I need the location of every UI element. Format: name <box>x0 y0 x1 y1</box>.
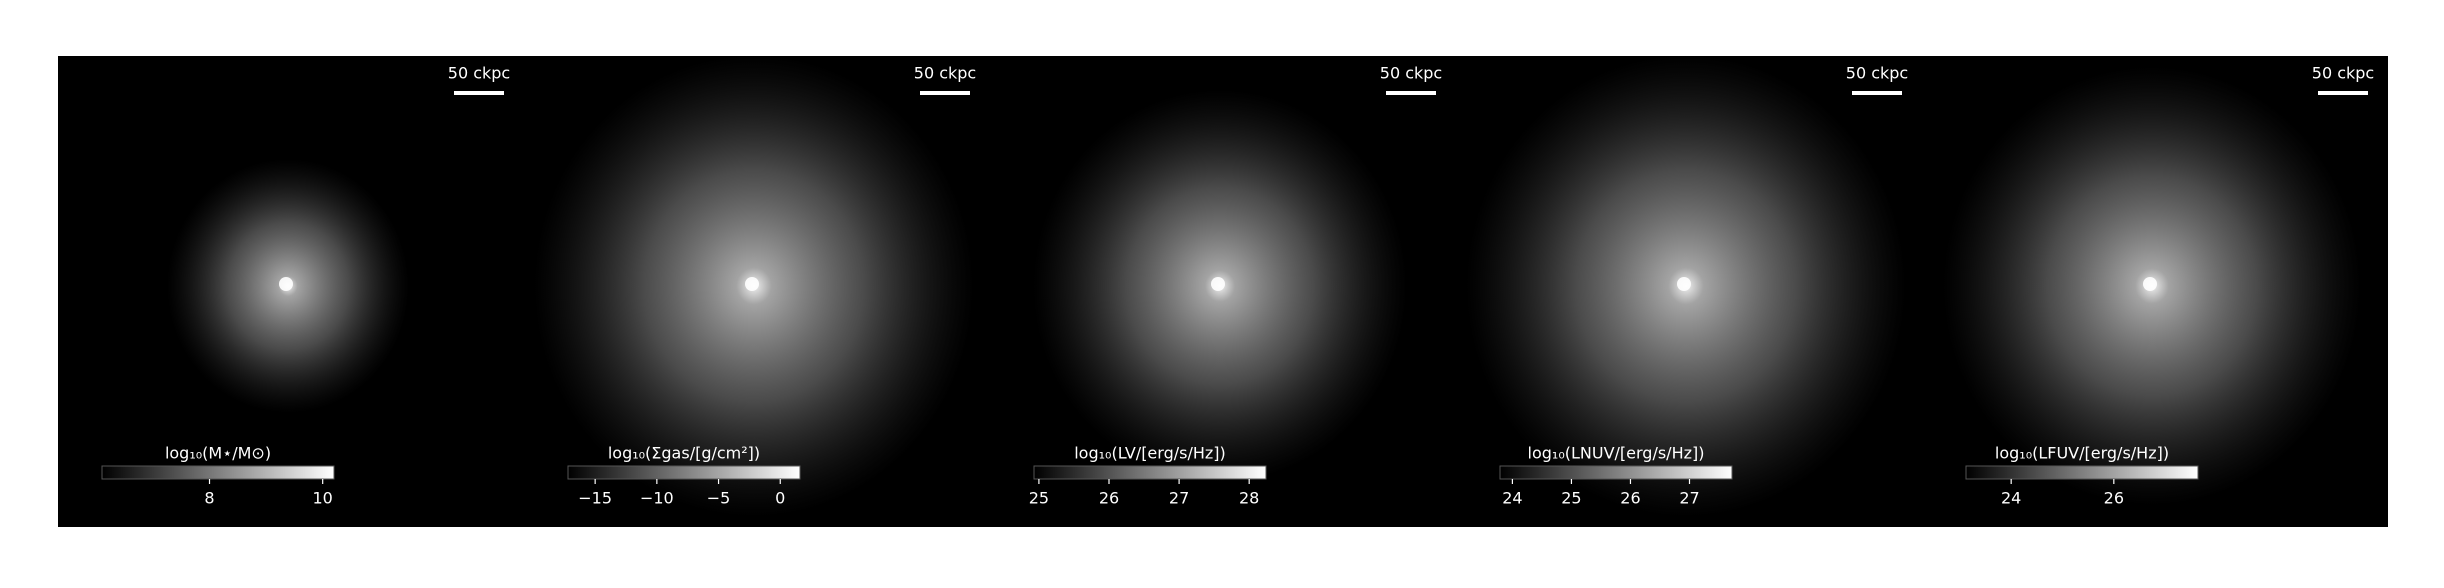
scalebar-label: 50 ckpc <box>914 64 976 83</box>
image-core <box>2143 277 2157 291</box>
image-core <box>279 277 293 291</box>
scalebar-label: 50 ckpc <box>2312 64 2374 83</box>
colorbar-tick-label: 8 <box>204 489 214 508</box>
colorbar-tick-label: 0 <box>775 489 785 508</box>
colorbar-label: log₁₀(M⋆/M⊙) <box>165 444 271 463</box>
panel: 50 ckpc log₁₀(Σgas/[g/cm²]) −15 −10 −5 0 <box>524 55 990 527</box>
colorbar-tick-label: 26 <box>1099 489 1119 508</box>
colorbar-tick-label: −10 <box>640 489 674 508</box>
colorbar-label: log₁₀(Σgas/[g/cm²]) <box>608 444 760 463</box>
colorbar-tick-label: 24 <box>2001 489 2021 508</box>
colorbar <box>567 465 801 480</box>
image-core <box>1677 277 1691 291</box>
colorbar-tick-label: 27 <box>1169 489 1189 508</box>
colorbar-tick-label: 28 <box>1239 489 1259 508</box>
colorbar-tick-label: 26 <box>1620 489 1640 508</box>
colorbar-label: log₁₀(LV/[erg/s/Hz]) <box>1074 444 1226 463</box>
image-core <box>1211 277 1225 291</box>
colorbar-tick-label: 27 <box>1679 489 1699 508</box>
panel: 50 ckpc log₁₀(LV/[erg/s/Hz]) 25 26 27 28 <box>990 56 1456 527</box>
panel: 50 ckpc log₁₀(LNUV/[erg/s/Hz]) 24 25 26 27 <box>1456 55 1922 527</box>
colorbar-label: log₁₀(LNUV/[erg/s/Hz]) <box>1528 444 1705 463</box>
scalebar-label: 50 ckpc <box>1846 64 1908 83</box>
colorbar-tick-label: 24 <box>1502 489 1522 508</box>
scalebar-label: 50 ckpc <box>1380 64 1442 83</box>
colorbar <box>101 465 335 480</box>
colorbar-tick-label: 25 <box>1561 489 1581 508</box>
colorbar <box>1965 465 2199 480</box>
colorbar-tick-label: 26 <box>2104 489 2124 508</box>
panel: 50 ckpc log₁₀(M⋆/M⊙) 8 10 <box>58 56 524 527</box>
colorbar <box>1033 465 1267 480</box>
colorbar-tick-label: 25 <box>1029 489 1049 508</box>
panel: 50 ckpc log₁₀(LFUV/[erg/s/Hz]) 24 26 <box>1922 56 2388 527</box>
scalebar-label: 50 ckpc <box>448 64 510 83</box>
colorbar <box>1499 465 1733 480</box>
image-core <box>745 277 759 291</box>
colorbar-tick-label: −15 <box>578 489 612 508</box>
colorbar-tick-label: −5 <box>707 489 731 508</box>
colorbar-label: log₁₀(LFUV/[erg/s/Hz]) <box>1995 444 2169 463</box>
colorbar-tick-label: 10 <box>313 489 333 508</box>
